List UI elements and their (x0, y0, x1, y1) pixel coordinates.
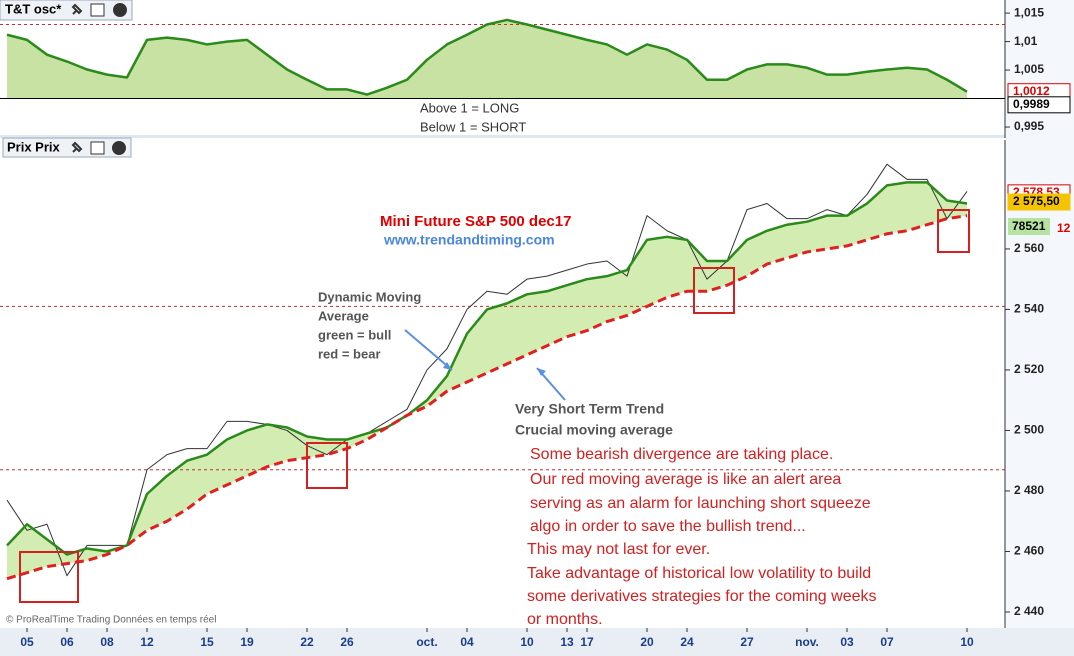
y-tick-label: 2 520 (1014, 362, 1044, 376)
x-tick-label: 20 (640, 635, 654, 649)
price-title: Prix Prix (7, 139, 61, 154)
price-marker-label: 0,9989 (1013, 97, 1050, 111)
chart-heading: Mini Future S&P 500 dec17 (380, 213, 571, 230)
series-line (6, 163, 968, 577)
annotation: Very Short Term Trend (515, 401, 664, 417)
x-tick-label: 22 (300, 635, 314, 649)
x-tick-label: nov. (795, 635, 819, 649)
y-tick-label: 1,005 (1014, 62, 1044, 76)
x-tick-label: oct. (416, 635, 437, 649)
close-icon[interactable] (113, 3, 127, 17)
y-tick-label: 2 500 (1014, 423, 1044, 437)
price-marker-label: 1,0012 (1013, 84, 1050, 98)
header-icons[interactable] (71, 3, 127, 155)
series-line (6, 214, 968, 581)
annotation: Average (318, 308, 369, 323)
footer: © ProRealTime Trading Données en temps r… (6, 615, 216, 626)
y-tick-label: 2 560 (1014, 241, 1044, 255)
annotation: red = bear (318, 346, 381, 361)
side-text: 78521 (1012, 219, 1046, 233)
settings-icon[interactable] (71, 141, 83, 153)
highlight-box (306, 442, 348, 489)
close-icon[interactable] (112, 141, 126, 155)
x-tick-label: 10 (960, 635, 974, 649)
x-tick-label: 07 (880, 635, 894, 649)
annotation: Crucial moving average (515, 422, 673, 438)
y-tick-label: 1,01 (1014, 34, 1038, 48)
annotation: green = bull (318, 327, 391, 342)
y-tick-label: 0,995 (1014, 119, 1044, 133)
x-tick-label: 06 (60, 635, 74, 649)
annotation: or months. (527, 611, 603, 628)
x-tick-label: 13 (560, 635, 574, 649)
maximize-icon[interactable] (90, 3, 105, 17)
arrow (404, 329, 453, 371)
y-tick-label: 1,015 (1014, 5, 1044, 19)
trend-area (7, 182, 967, 579)
settings-icon[interactable] (71, 3, 83, 15)
annotation: Dynamic Moving (318, 289, 421, 304)
x-tick-label: 24 (680, 635, 694, 649)
annotation: This may not last for ever. (527, 541, 710, 558)
y-tick-label: 2 440 (1014, 604, 1044, 618)
arrow-head (443, 362, 452, 370)
x-tick-label: 19 (240, 635, 254, 649)
annotation: Our red moving average is like an alert … (530, 471, 841, 488)
chart-url: www.trendandtiming.com (383, 232, 555, 248)
price-marker (1007, 193, 1071, 211)
highlight-box (693, 267, 735, 314)
highlight-box (937, 209, 970, 253)
y-tick-label: 2 460 (1014, 544, 1044, 558)
series-line (6, 181, 968, 556)
osc-title: T&T osc* (5, 1, 62, 16)
annotation: Below 1 = SHORT (420, 119, 526, 134)
side-text: 12 (1057, 221, 1071, 235)
x-tick-label: 05 (20, 635, 34, 649)
annotation: some derivatives strategies for the comi… (527, 588, 876, 605)
x-tick-label: 12 (140, 635, 154, 649)
highlight-boxes (19, 209, 970, 603)
price-marker-label: 2 575,50 (1013, 194, 1060, 208)
x-tick-label: 04 (460, 635, 474, 649)
annotation: Take advantage of historical low volatil… (527, 565, 871, 582)
series-line (6, 18, 968, 96)
x-tick-label: 03 (840, 635, 854, 649)
annotation: algo in order to save the bullish trend.… (530, 518, 806, 535)
side-badge (1008, 218, 1050, 235)
x-tick-label: 10 (520, 635, 534, 649)
arrow-head (537, 368, 546, 376)
price-marker (1007, 96, 1071, 114)
y-tick-label: 2 480 (1014, 483, 1044, 497)
maximize-icon[interactable] (90, 141, 105, 155)
y-tick-label: 2 540 (1014, 302, 1044, 316)
x-tick-label: 27 (740, 635, 754, 649)
annotation: Some bearish divergence are taking place… (530, 446, 833, 463)
annotation: serving as an alarm for launching short … (530, 495, 871, 512)
x-axis-area (0, 628, 1074, 656)
x-tick-label: 26 (340, 635, 354, 649)
area-above (7, 19, 967, 99)
x-tick-label: 17 (580, 635, 594, 649)
annotation: Above 1 = LONG (420, 100, 519, 115)
highlight-box (19, 551, 79, 603)
x-tick-label: 08 (100, 635, 114, 649)
x-tick-label: 15 (200, 635, 214, 649)
